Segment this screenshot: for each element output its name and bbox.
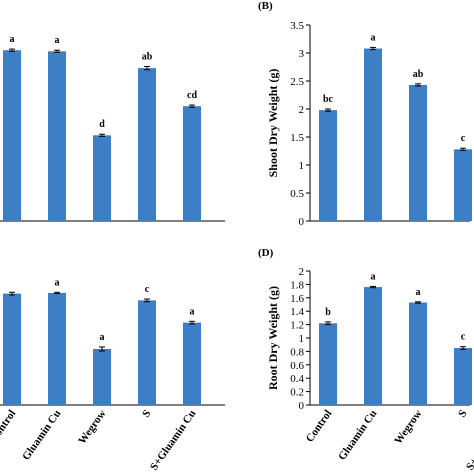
- y-tick-label: 1.2: [290, 320, 304, 332]
- y-tick-label: 3: [299, 48, 305, 60]
- y-axis-label: Root Dry Weight (g): [266, 286, 280, 390]
- y-tick-label: 1.8: [290, 279, 304, 291]
- category-label: Gluamin Cu: [336, 408, 379, 463]
- bar: [48, 51, 66, 221]
- significance-letter: a: [416, 287, 421, 298]
- bar: [3, 293, 21, 405]
- significance-letter: ab: [413, 69, 424, 80]
- significance-letter: c: [145, 284, 150, 295]
- category-label: S: [140, 408, 153, 420]
- y-axis-label: Shoot Dry Weight (g): [266, 69, 280, 178]
- bar: [93, 135, 111, 221]
- y-tick-label: 0.6: [290, 360, 304, 372]
- category-label: Control: [0, 408, 18, 445]
- category-label: S+Gluamin Cu: [148, 408, 198, 473]
- significance-letter: ab: [142, 51, 153, 62]
- y-tick-label: 1.4: [290, 306, 304, 318]
- y-tick-label: 0: [299, 216, 305, 228]
- y-tick-label: 2.5: [290, 76, 304, 88]
- y-tick-label: 1: [299, 160, 305, 172]
- category-label: S: [456, 408, 469, 420]
- category-label: Wegrow: [392, 408, 424, 447]
- significance-letter: cd: [187, 90, 197, 101]
- y-tick-label: 2: [299, 104, 305, 116]
- y-tick-label: 1.6: [290, 293, 304, 305]
- bar: [3, 50, 21, 222]
- significance-letter: b: [325, 307, 331, 318]
- bar: [409, 302, 427, 405]
- significance-letter: a: [100, 332, 105, 343]
- significance-letter: a: [371, 32, 376, 43]
- y-tick-label: 0.2: [290, 387, 304, 399]
- y-tick-label: 0.5: [290, 188, 304, 200]
- bar: [138, 300, 156, 405]
- bar: [319, 323, 337, 405]
- significance-letter: a: [55, 277, 60, 288]
- significance-letter: a: [190, 306, 195, 317]
- bar: [48, 292, 66, 405]
- bar: [183, 106, 201, 221]
- bar: [183, 322, 201, 405]
- significance-letter: c: [461, 133, 466, 144]
- bar: [364, 287, 382, 405]
- bar: [93, 348, 111, 405]
- category-label: Gluamin Cu: [20, 408, 63, 463]
- bar: [454, 149, 472, 221]
- category-label: Wegrow: [76, 408, 108, 447]
- significance-letter: a: [10, 34, 15, 45]
- significance-letter: a: [55, 35, 60, 46]
- y-tick-label: 3.5: [290, 20, 304, 32]
- y-tick-label: 1: [299, 333, 305, 345]
- category-label: Control: [304, 408, 335, 445]
- significance-letter: d: [99, 119, 105, 130]
- panel-label: (D): [258, 247, 274, 259]
- y-tick-label: 0.4: [290, 373, 304, 385]
- bar: [138, 68, 156, 222]
- bar: [409, 84, 427, 221]
- y-tick-label: 2: [299, 266, 305, 278]
- significance-letter: a: [371, 271, 376, 282]
- y-tick-label: 1.5: [290, 132, 304, 144]
- y-tick-label: 0: [299, 400, 305, 412]
- bar: [364, 48, 382, 221]
- significance-letter: bc: [323, 94, 334, 105]
- panel-label: (B): [258, 0, 273, 12]
- significance-letter: c: [461, 332, 466, 343]
- bar: [454, 348, 472, 405]
- bar: [319, 110, 337, 221]
- y-tick-label: 0.8: [290, 346, 304, 358]
